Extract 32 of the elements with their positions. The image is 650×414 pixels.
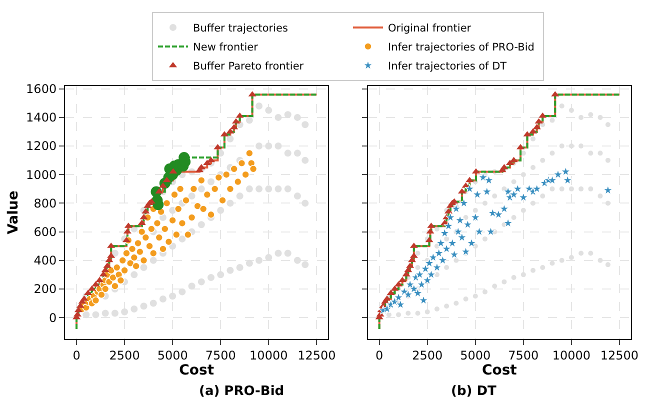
- text: (a) PRO-Bid: [199, 384, 284, 399]
- legend-label: Original frontier: [388, 22, 472, 35]
- legend-label: Buffer trajectories: [193, 22, 288, 35]
- x-tick-label: 12500: [298, 348, 336, 362]
- x-tick-label: 0: [72, 348, 80, 362]
- x-tick-label: 7500: [508, 348, 539, 362]
- x-tick-label: 10000: [250, 348, 288, 362]
- x-tick-label: 12500: [600, 348, 639, 362]
- x-tick-label: 0: [376, 348, 384, 362]
- x-axis-title: Cost: [179, 362, 214, 378]
- y-tick-label: 400: [34, 254, 57, 268]
- y-tick-label: 1600: [26, 82, 57, 96]
- x-tick-label: 7500: [205, 348, 236, 362]
- y-tick-label: 800: [34, 196, 57, 210]
- legend-label: New frontier: [193, 42, 259, 54]
- y-tick-label: 1200: [26, 139, 57, 154]
- y-tick-label: 0: [48, 310, 57, 325]
- legend-label: Infer trajectories of DT: [388, 60, 508, 73]
- x-axis-title: Cost: [482, 362, 518, 378]
- x-tick-label: 2500: [109, 348, 140, 362]
- y-tick-label: 1400: [26, 110, 57, 125]
- text: (b) DT: [451, 384, 497, 399]
- x-tick-label: 10000: [552, 348, 591, 362]
- y-axis-title: Value: [6, 190, 22, 234]
- legend-label: Infer trajectories of PRO-Bid: [388, 42, 534, 54]
- legend-label: Buffer Pareto frontier: [193, 60, 304, 73]
- y-tick-label: 600: [34, 225, 57, 239]
- x-tick-label: 5000: [157, 348, 188, 362]
- y-tick-label: 1000: [26, 168, 57, 182]
- x-tick-label: 5000: [460, 348, 491, 362]
- x-tick-label: 2500: [412, 348, 443, 362]
- y-tick-label: 200: [34, 282, 57, 296]
